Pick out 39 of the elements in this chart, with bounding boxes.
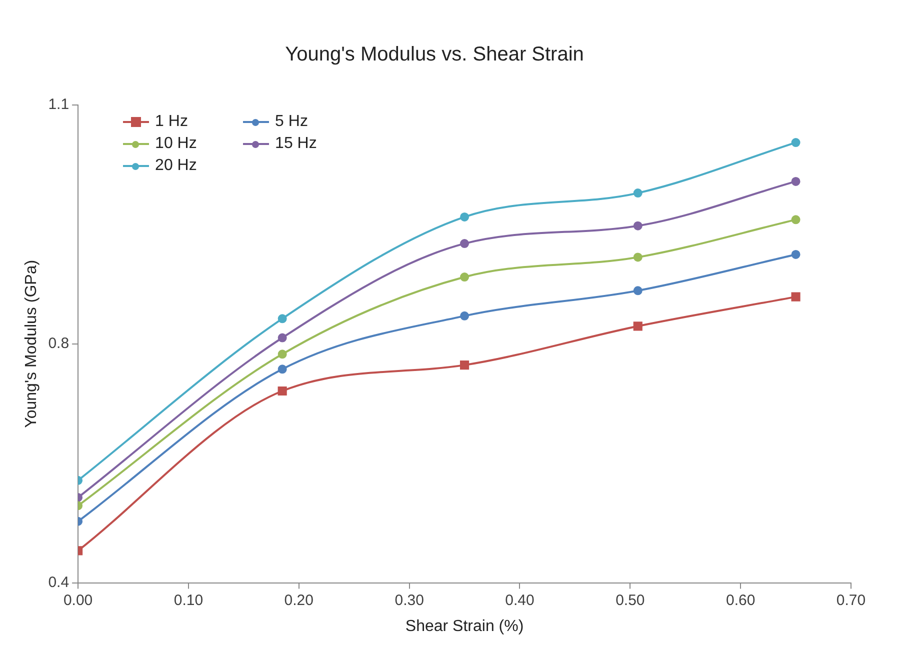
legend-label: 5 Hz: [275, 113, 308, 131]
point: [633, 286, 642, 296]
point: [633, 221, 642, 230]
point: [278, 350, 287, 359]
point: [278, 314, 287, 324]
point: [791, 250, 800, 259]
x-tick-label: 0.60: [726, 592, 756, 609]
y-tick-label: 0.4: [48, 574, 70, 591]
point: [460, 239, 470, 248]
x-tick-label: 0.50: [616, 592, 645, 609]
x-tick-label: 0.00: [63, 592, 93, 609]
legend-label: 20 Hz: [155, 157, 197, 175]
point: [460, 212, 470, 222]
x-tick-label: 0.30: [394, 592, 424, 609]
point: [791, 176, 800, 186]
point: [460, 272, 470, 282]
point: [460, 311, 470, 320]
legend-label: 1 Hz: [155, 113, 188, 131]
point: [791, 138, 800, 148]
point: [791, 215, 800, 224]
chart-title: Young's Modulus vs. Shear Strain: [285, 44, 584, 66]
x-tick-label: 0.20: [284, 592, 314, 609]
x-axis-title: Shear Strain (%): [405, 618, 524, 635]
y-axis-title: Young's Modulus (GPa): [23, 260, 40, 428]
x-tick-label: 0.40: [505, 592, 534, 609]
y-tick-label: 0.8: [48, 335, 70, 352]
y-tick-label: 1.1: [48, 96, 70, 114]
point: [633, 322, 642, 331]
point: [791, 292, 800, 302]
point: [278, 333, 287, 342]
x-tick-label: 0.70: [836, 592, 866, 609]
point: [633, 188, 642, 198]
point: [278, 364, 287, 374]
legend-label: 10 Hz: [155, 135, 197, 153]
point: [460, 360, 470, 370]
point: [633, 252, 642, 262]
legend-label: 15 Hz: [275, 135, 317, 153]
x-tick-label: 0.10: [174, 592, 204, 609]
point: [278, 386, 287, 396]
